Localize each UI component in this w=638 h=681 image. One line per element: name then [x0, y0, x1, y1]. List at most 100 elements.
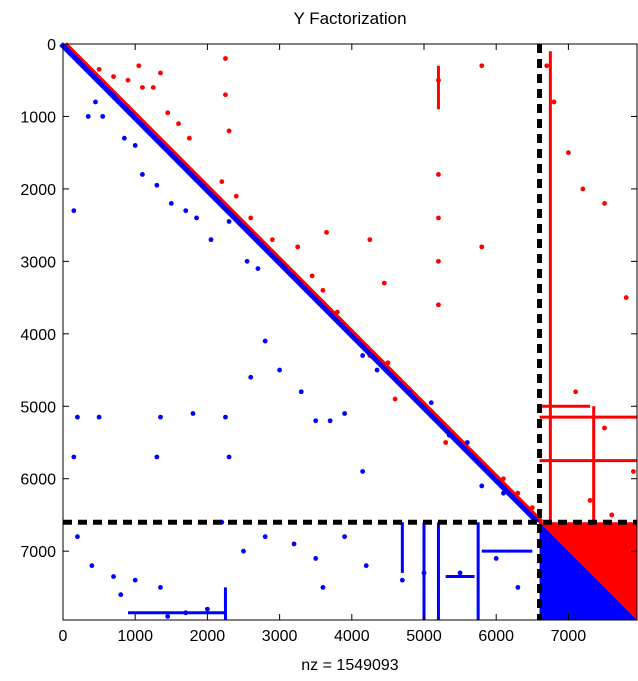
lower-nonzero-point	[89, 563, 95, 569]
y-tick-label: 0	[47, 37, 56, 54]
upper-nonzero-point	[165, 110, 171, 116]
y-tick-label: 3000	[20, 254, 56, 271]
lower-nonzero-point	[154, 454, 160, 460]
upper-nonzero-point	[529, 505, 535, 511]
upper-nonzero-point	[140, 85, 145, 90]
upper-nonzero-point	[158, 70, 163, 76]
y-tick-label: 6000	[20, 472, 56, 489]
lower-nonzero-point	[248, 374, 254, 380]
upper-nonzero-point	[219, 179, 225, 185]
lower-nonzero-point	[291, 541, 297, 547]
lower-nonzero-point	[342, 411, 347, 416]
x-tick-label: 3000	[262, 628, 298, 645]
lower-diagonal-band	[59, 42, 540, 524]
upper-nonzero-point	[573, 389, 579, 395]
lower-nonzero-point	[262, 338, 268, 344]
lower-nonzero-point	[313, 418, 319, 424]
upper-nonzero-point	[587, 498, 593, 503]
upper-nonzero-point	[295, 244, 301, 250]
upper-nonzero-point	[544, 63, 550, 69]
lower-nonzero-point	[183, 208, 189, 214]
lower-nonzero-point	[479, 483, 485, 489]
lower-nonzero-point	[121, 135, 127, 141]
y-tick-label: 1000	[20, 109, 56, 126]
x-tick-label: 4000	[334, 628, 370, 645]
x-axis-label: nz = 1549093	[301, 657, 399, 674]
x-tick-label: 7000	[551, 628, 587, 645]
upper-nonzero-point	[186, 135, 192, 141]
upper-dense-block	[539, 522, 637, 620]
lower-nonzero-point	[71, 454, 77, 460]
lower-nonzero-point	[428, 400, 434, 406]
upper-nonzero-point	[479, 244, 485, 250]
lower-nonzero-point	[515, 584, 521, 590]
upper-nonzero-point	[136, 63, 142, 69]
axes-frame	[62, 43, 638, 621]
lower-nonzero-point	[244, 258, 250, 264]
upper-nonzero-point	[334, 309, 340, 315]
y-tick-label: 7000	[20, 544, 56, 561]
lower-nonzero-point	[327, 418, 333, 424]
lower-nonzero-point	[205, 606, 210, 612]
lower-nonzero-point	[165, 613, 171, 619]
lower-nonzero-point	[85, 114, 91, 119]
y-tick-label: 2000	[20, 182, 56, 199]
upper-nonzero-point	[320, 287, 326, 293]
upper-nonzero-point	[176, 121, 181, 127]
upper-nonzero-point	[609, 512, 615, 518]
lower-nonzero-point	[298, 389, 304, 395]
lower-nonzero-point	[262, 534, 268, 540]
lower-nonzero-point	[446, 432, 452, 438]
lower-nonzero-point	[93, 99, 98, 105]
lower-nonzero-point	[313, 556, 319, 561]
lower-nonzero-point	[168, 200, 174, 206]
upper-nonzero-point	[324, 229, 329, 235]
lower-nonzero-point	[407, 389, 412, 395]
lower-nonzero-point	[320, 584, 326, 590]
lower-nonzero-point	[421, 570, 427, 576]
upper-nonzero-point	[436, 77, 441, 83]
lower-nonzero-point	[118, 592, 124, 598]
upper-nonzero-point	[96, 66, 102, 72]
upper-nonzero-point	[226, 128, 232, 134]
upper-nonzero-point	[367, 237, 373, 243]
lower-nonzero-point	[111, 92, 116, 98]
y-tick-label: 5000	[20, 399, 56, 416]
lower-nonzero-point	[241, 548, 246, 554]
lower-nonzero-point	[363, 563, 369, 569]
upper-nonzero-point	[602, 425, 607, 431]
x-tick-label: 1000	[117, 628, 153, 645]
plot-area	[59, 42, 637, 620]
x-tick-label: 5000	[406, 628, 442, 645]
lower-nonzero-point	[75, 414, 80, 420]
chart-title: Y Factorization	[293, 9, 406, 28]
lower-nonzero-point	[360, 469, 366, 474]
upper-nonzero-point	[443, 440, 449, 445]
upper-nonzero-point	[623, 295, 629, 300]
x-tick-label: 6000	[478, 628, 514, 645]
upper-nonzero-point	[436, 258, 441, 264]
lower-nonzero-point	[183, 610, 189, 616]
upper-nonzero-point	[436, 172, 441, 177]
upper-nonzero-point	[566, 150, 571, 156]
upper-nonzero-point	[248, 215, 254, 221]
upper-nonzero-point	[381, 280, 387, 286]
upper-nonzero-point	[580, 186, 586, 192]
y-tick-label: 4000	[20, 327, 56, 344]
lower-nonzero-point	[342, 534, 347, 540]
upper-nonzero-point	[602, 200, 607, 206]
lower-nonzero-point	[493, 556, 499, 561]
lower-nonzero-point	[132, 143, 138, 148]
lower-nonzero-point	[464, 440, 470, 445]
lower-nonzero-point	[154, 182, 160, 188]
upper-nonzero-point	[501, 476, 506, 482]
upper-nonzero-point	[515, 490, 521, 496]
upper-nonzero-point	[111, 74, 116, 80]
lower-nonzero-point	[158, 584, 163, 590]
lower-nonzero-point	[158, 414, 163, 420]
axes: 0 1000 2000 3000 4000 5000 6000 7000 0 1000 2000 30…	[20, 37, 638, 645]
upper-nonzero-point	[309, 273, 315, 279]
lower-nonzero-point	[255, 266, 261, 272]
lower-nonzero-point	[132, 577, 138, 583]
